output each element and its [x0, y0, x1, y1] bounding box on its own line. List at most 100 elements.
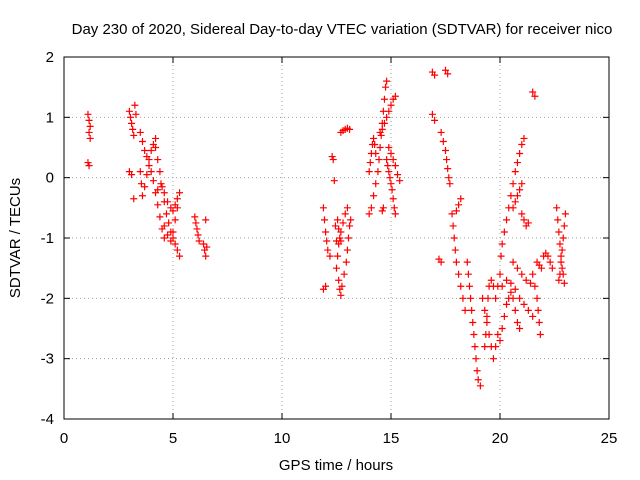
- data-point-marker: [191, 213, 199, 221]
- data-point-marker: [437, 258, 445, 266]
- data-point-marker: [385, 168, 393, 176]
- data-point-marker: [173, 195, 181, 203]
- data-point-marker: [160, 222, 168, 230]
- data-point-marker: [131, 101, 139, 109]
- data-point-marker: [384, 162, 392, 170]
- track-t03: [125, 101, 140, 139]
- data-point-marker: [143, 171, 151, 179]
- data-point-marker: [484, 294, 492, 302]
- data-point-marker: [167, 237, 175, 245]
- data-point-marker: [520, 300, 528, 308]
- data-point-marker: [141, 147, 149, 155]
- track-t24: [385, 144, 404, 185]
- track-t23: [383, 156, 399, 218]
- data-point-marker: [559, 234, 567, 242]
- data-point-marker: [138, 192, 146, 200]
- y-tick-label: 1: [46, 109, 54, 126]
- data-point-marker: [457, 195, 465, 203]
- x-tick-label: 25: [601, 430, 618, 447]
- data-point-marker: [443, 156, 451, 164]
- data-point-marker: [431, 116, 439, 124]
- data-point-marker: [202, 252, 210, 260]
- data-point-marker: [152, 144, 160, 151]
- data-point-marker: [171, 240, 179, 248]
- track-t35: [492, 134, 528, 302]
- data-point-marker: [492, 294, 500, 302]
- data-point-marker: [452, 207, 460, 215]
- y-tick-label: 0: [46, 170, 54, 187]
- data-point-marker: [513, 192, 521, 200]
- data-point-marker: [192, 219, 200, 227]
- data-point-marker: [450, 234, 458, 242]
- data-point-marker: [387, 180, 395, 188]
- data-point-marker: [464, 270, 472, 278]
- data-point-marker: [527, 279, 535, 287]
- track-t12: [319, 204, 334, 260]
- track-t11: [200, 240, 211, 260]
- data-point-marker: [390, 204, 398, 212]
- data-point-marker: [442, 147, 449, 155]
- track-t26: [428, 110, 439, 124]
- data-point-marker: [455, 201, 463, 209]
- data-point-marker: [463, 258, 471, 266]
- data-point-marker: [176, 189, 184, 197]
- data-point-marker: [339, 219, 347, 227]
- data-point-marker: [509, 294, 517, 302]
- data-point-marker: [391, 210, 399, 218]
- data-point-marker: [158, 183, 166, 191]
- data-point-marker: [471, 343, 479, 351]
- data-point-marker: [439, 137, 447, 145]
- data-point-marker: [445, 174, 453, 182]
- data-point-marker: [162, 210, 170, 218]
- data-point-marker: [147, 147, 155, 155]
- data-point-marker: [391, 92, 399, 100]
- data-point-marker: [385, 107, 393, 115]
- track-t08: [154, 180, 184, 215]
- data-point-marker: [321, 216, 329, 224]
- track-t10: [191, 213, 210, 245]
- data-point-marker: [481, 306, 489, 314]
- data-point-marker: [473, 367, 481, 375]
- data-point-marker: [337, 291, 345, 299]
- data-point-marker: [367, 204, 375, 212]
- data-point-marker: [554, 216, 562, 224]
- data-point-marker: [334, 252, 342, 260]
- data-point-marker: [476, 382, 484, 390]
- data-point-marker: [378, 125, 386, 133]
- data-point-marker: [546, 258, 554, 266]
- data-point-marker: [128, 171, 136, 179]
- data-point-marker: [431, 71, 439, 79]
- data-point-marker: [448, 210, 456, 218]
- data-point-marker: [370, 192, 378, 200]
- data-point-marker: [169, 207, 177, 215]
- data-point-marker: [536, 331, 544, 339]
- data-point-marker: [147, 168, 155, 176]
- track-t02: [84, 159, 93, 170]
- data-point-marker: [126, 113, 134, 121]
- track-t22: [378, 204, 387, 215]
- data-point-marker: [509, 180, 517, 188]
- data-point-marker: [157, 180, 165, 188]
- data-point-marker: [335, 276, 343, 284]
- data-point-marker: [86, 122, 94, 130]
- data-point-marker: [513, 159, 521, 167]
- data-point-marker: [385, 144, 393, 151]
- track-t30: [435, 255, 445, 266]
- data-point-marker: [347, 216, 355, 224]
- data-point-marker: [467, 294, 475, 302]
- data-point-marker: [560, 279, 568, 287]
- track-t28: [437, 128, 454, 188]
- track-t29: [448, 210, 469, 314]
- data-point-marker: [193, 225, 201, 233]
- data-point-marker: [531, 282, 539, 290]
- x-tick-label: 15: [383, 430, 400, 447]
- data-point-marker: [529, 88, 537, 96]
- data-point-marker: [483, 318, 491, 326]
- data-point-marker: [322, 282, 330, 290]
- data-point-marker: [322, 228, 330, 236]
- data-point-marker: [326, 252, 334, 260]
- data-point-marker: [389, 156, 397, 164]
- data-point-marker: [386, 174, 394, 182]
- data-point-marker: [461, 306, 469, 314]
